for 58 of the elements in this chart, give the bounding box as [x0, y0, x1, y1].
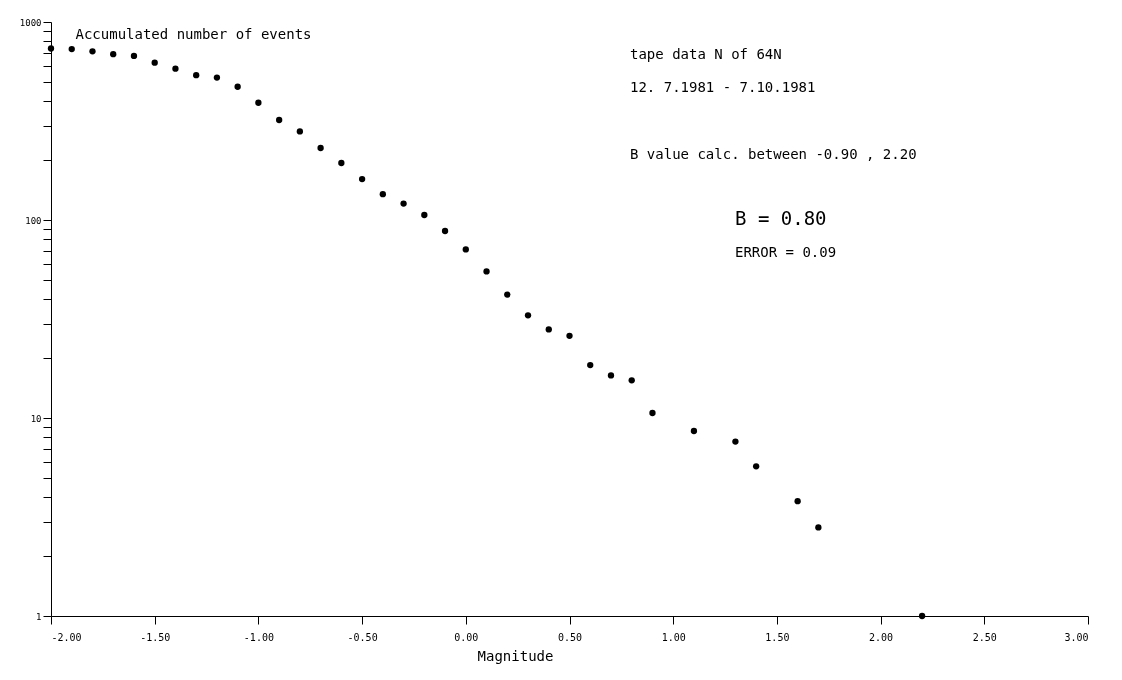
- point: [234, 83, 241, 90]
- point: [545, 326, 552, 333]
- point: [213, 74, 221, 81]
- x-tick-label: 0.00: [454, 631, 479, 643]
- point: [441, 227, 449, 235]
- point: [172, 65, 179, 72]
- point: [379, 191, 386, 198]
- point: [421, 211, 428, 219]
- annotation: B value calc. between -0.90 , 2.20: [630, 146, 917, 162]
- annotation: B = 0.80: [735, 207, 827, 229]
- point: [628, 377, 635, 384]
- point: [566, 332, 573, 339]
- point: [753, 463, 760, 470]
- point: [462, 246, 469, 253]
- x-tick-label: -0.50: [347, 631, 378, 643]
- point: [89, 48, 96, 55]
- annotation: 12. 7.1981 - 7.10.1981: [630, 79, 816, 95]
- point: [255, 99, 262, 106]
- point: [296, 128, 304, 135]
- point: [524, 312, 532, 319]
- x-tick-label: -2.00: [51, 631, 82, 643]
- x-tick-label: -1.50: [140, 631, 171, 643]
- annotation: ERROR = 0.09: [735, 244, 837, 260]
- point: [732, 438, 739, 445]
- point: [400, 200, 407, 207]
- point: [338, 159, 345, 167]
- point: [607, 372, 615, 379]
- point: [110, 51, 117, 58]
- x-tick-label: 3.00: [1064, 631, 1089, 643]
- annotation: tape data N of 64N: [630, 46, 782, 62]
- x-tick-label: 1.00: [661, 631, 686, 643]
- point: [68, 45, 75, 53]
- y-tick-label: 10: [30, 413, 42, 424]
- y-axis-title: Accumulated number of events: [75, 25, 312, 42]
- x-tick-label: -1.00: [243, 631, 274, 643]
- point: [275, 116, 283, 124]
- x-tick-label: 2.50: [972, 631, 997, 643]
- x-axis-title: Magnitude: [477, 647, 554, 664]
- point: [690, 427, 698, 435]
- point: [193, 71, 200, 79]
- point: [358, 175, 366, 183]
- point: [130, 52, 138, 60]
- point: [815, 524, 822, 531]
- y-tick-label: 1: [36, 611, 42, 622]
- point: [47, 45, 55, 52]
- point: [794, 498, 801, 505]
- point: [649, 409, 656, 417]
- point: [151, 59, 158, 66]
- y-tick-label: 100: [25, 215, 42, 226]
- point: [587, 361, 594, 369]
- point: [918, 612, 926, 620]
- point: [483, 268, 490, 275]
- y-tick-label: 1000: [19, 17, 42, 28]
- point: [317, 144, 324, 152]
- x-tick-label: 0.50: [557, 631, 583, 643]
- x-tick-label: 2.00: [869, 631, 894, 643]
- point: [504, 291, 511, 298]
- x-tick-label: 1.50: [765, 631, 790, 643]
